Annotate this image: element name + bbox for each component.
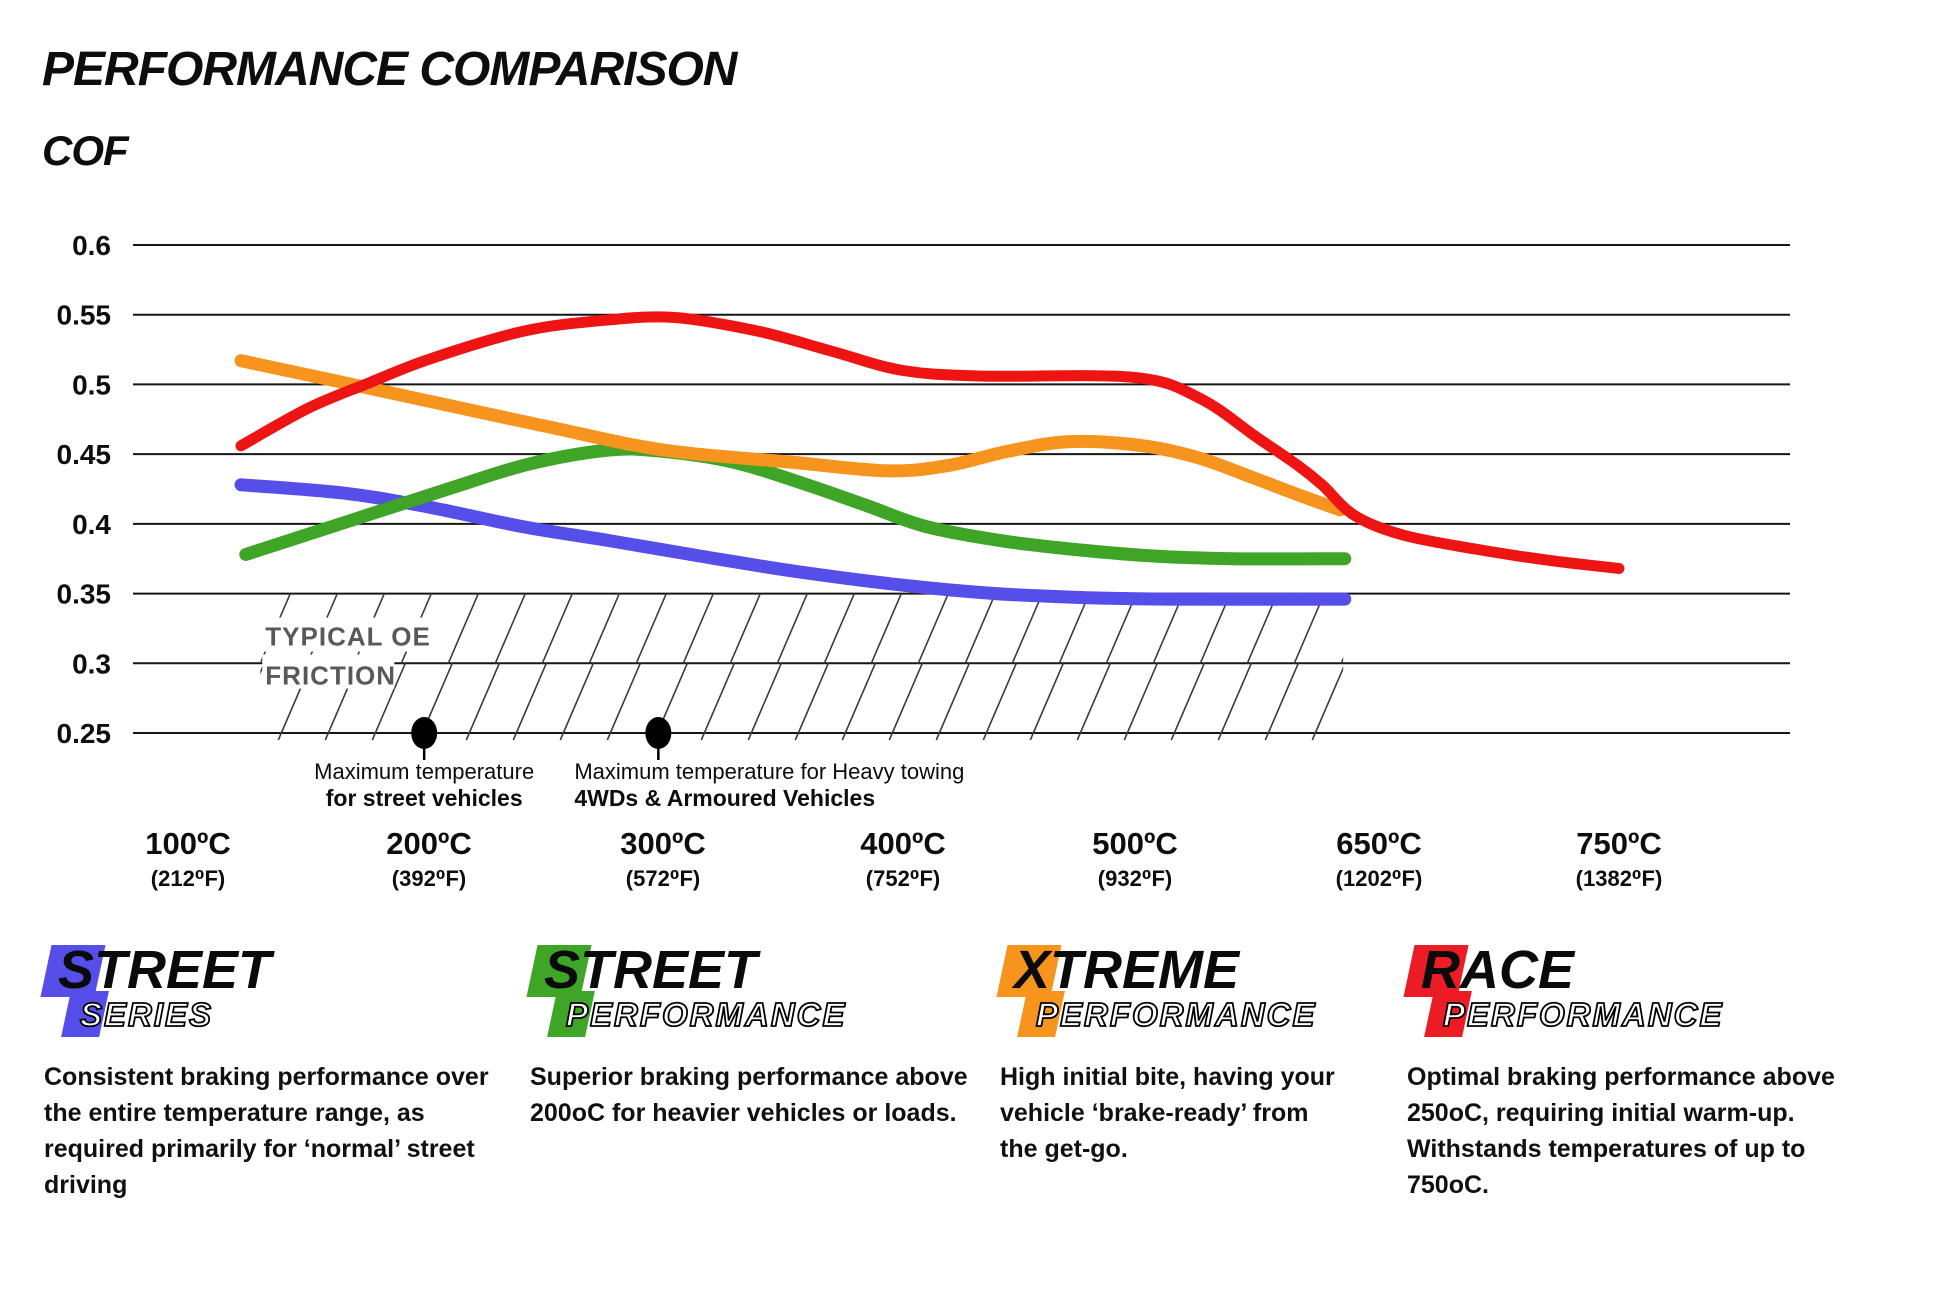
logo-word2: PERFORMANCE bbox=[1035, 995, 1350, 1035]
annotation-line2: 4WDs & Armoured Vehicles bbox=[574, 785, 875, 811]
legend-description: Superior braking performance above 200oC… bbox=[530, 1063, 968, 1127]
x-tick-label-f: (1382⁰F) bbox=[1576, 866, 1663, 891]
y-tick-label: 0.35 bbox=[57, 579, 112, 610]
legend-item-street-performance: STREET PERFORMANCE Superior braking perf… bbox=[526, 943, 1000, 1131]
y-tick-label: 0.45 bbox=[57, 439, 112, 470]
x-tick-label-c: 100ºC bbox=[145, 826, 230, 861]
x-tick-label-f: (1202⁰F) bbox=[1336, 866, 1423, 891]
legend-description: High initial bite, having your vehicle ‘… bbox=[1000, 1063, 1335, 1163]
logo-word1-rest: TREME bbox=[1050, 940, 1240, 1000]
logo-word1: RACE bbox=[1407, 943, 1847, 997]
logo-word1-rest: TREET bbox=[580, 940, 758, 1000]
logo-initial: S bbox=[544, 940, 581, 1000]
x-tick-label-f: (572⁰F) bbox=[626, 866, 700, 891]
logo-initial: S bbox=[58, 940, 95, 1000]
logo-word2: PERFORMANCE bbox=[1442, 995, 1847, 1035]
max-temperature-dot bbox=[645, 717, 672, 749]
x-tick-label-c: 400ºC bbox=[860, 826, 945, 861]
y-tick-label: 0.25 bbox=[57, 718, 112, 749]
x-tick-label-f: (932⁰F) bbox=[1098, 866, 1172, 891]
legend-description: Consistent braking performance over the … bbox=[44, 1063, 489, 1199]
y-tick-label: 0.5 bbox=[72, 369, 111, 400]
oe-friction-label-line1: TYPICAL OE bbox=[265, 622, 431, 652]
x-tick-label-c: 650ºC bbox=[1336, 826, 1421, 861]
logo-initial: X bbox=[1014, 940, 1051, 1000]
x-tick-label-f: (752⁰F) bbox=[866, 866, 940, 891]
x-tick-label-f: (212⁰F) bbox=[151, 866, 225, 891]
legend-item-race-performance: RACE PERFORMANCE Optimal braking perform… bbox=[1403, 943, 1847, 1203]
y-tick-label: 0.6 bbox=[72, 230, 111, 261]
series-line-race-performance bbox=[235, 311, 1625, 574]
band-label-backdrop bbox=[262, 617, 441, 652]
oe-friction-label-line2: FRICTION bbox=[265, 661, 396, 691]
page-title: PERFORMANCE COMPARISON bbox=[42, 43, 737, 96]
legend-description: Optimal braking performance above 250oC,… bbox=[1407, 1063, 1835, 1199]
y-tick-label: 0.55 bbox=[57, 300, 112, 331]
band-label-backdrop bbox=[262, 654, 395, 689]
logo-word1: STREET bbox=[44, 943, 514, 997]
logo-word2-rest: ERIES bbox=[103, 995, 214, 1034]
annotation-line1: Maximum temperature for Heavy towing bbox=[574, 759, 964, 784]
logo-word2-initial: S bbox=[79, 995, 105, 1034]
logo-word2: SERIES bbox=[79, 995, 514, 1035]
series-line-xtreme-performance bbox=[234, 354, 1347, 517]
logo-word2-rest: ERFORMANCE bbox=[1059, 995, 1317, 1034]
x-tick-label-c: 500ºC bbox=[1092, 826, 1177, 861]
y-axis-title: COF bbox=[42, 127, 129, 174]
y-tick-label: 0.4 bbox=[72, 509, 111, 540]
logo-word2-initial: P bbox=[1442, 995, 1468, 1034]
legend-item-street-series: STREET SERIES Consistent braking perform… bbox=[40, 943, 514, 1203]
x-tick-label-c: 750ºC bbox=[1576, 826, 1661, 861]
x-tick-label-c: 200ºC bbox=[386, 826, 471, 861]
logo-word2-initial: P bbox=[565, 995, 591, 1034]
logo-word1-rest: TREET bbox=[94, 940, 272, 1000]
logo-word1: STREET bbox=[530, 943, 1000, 997]
xtreme-performance-logo: XTREME PERFORMANCE bbox=[996, 943, 1350, 1047]
x-tick-label-f: (392⁰F) bbox=[392, 866, 466, 891]
logo-word1: XTREME bbox=[1000, 943, 1350, 997]
street-performance-logo: STREET PERFORMANCE bbox=[526, 943, 1000, 1047]
y-tick-label: 0.3 bbox=[72, 648, 111, 679]
logo-word2-initial: P bbox=[1035, 995, 1061, 1034]
race-performance-logo: RACE PERFORMANCE bbox=[1403, 943, 1847, 1047]
annotation-line2: for street vehicles bbox=[326, 785, 523, 811]
legend-item-xtreme-performance: XTREME PERFORMANCE High initial bite, ha… bbox=[996, 943, 1350, 1167]
logo-word2: PERFORMANCE bbox=[565, 995, 1000, 1035]
logo-initial: R bbox=[1421, 940, 1460, 1000]
x-tick-label-c: 300ºC bbox=[620, 826, 705, 861]
series-line-street-performance bbox=[239, 442, 1352, 566]
max-temperature-dot bbox=[411, 717, 438, 749]
street-series-logo: STREET SERIES bbox=[40, 943, 514, 1047]
logo-word2-rest: ERFORMANCE bbox=[1466, 995, 1724, 1034]
annotation-line1: Maximum temperature bbox=[314, 759, 534, 784]
cof-temperature-chart: 0.6 0.55 0.5 0.45 0.4 0.35 0.3 0.25 TYPICAL OE FR… bbox=[57, 230, 1790, 891]
logo-word1-rest: ACE bbox=[1460, 940, 1575, 1000]
logo-word2-rest: ERFORMANCE bbox=[589, 995, 847, 1034]
